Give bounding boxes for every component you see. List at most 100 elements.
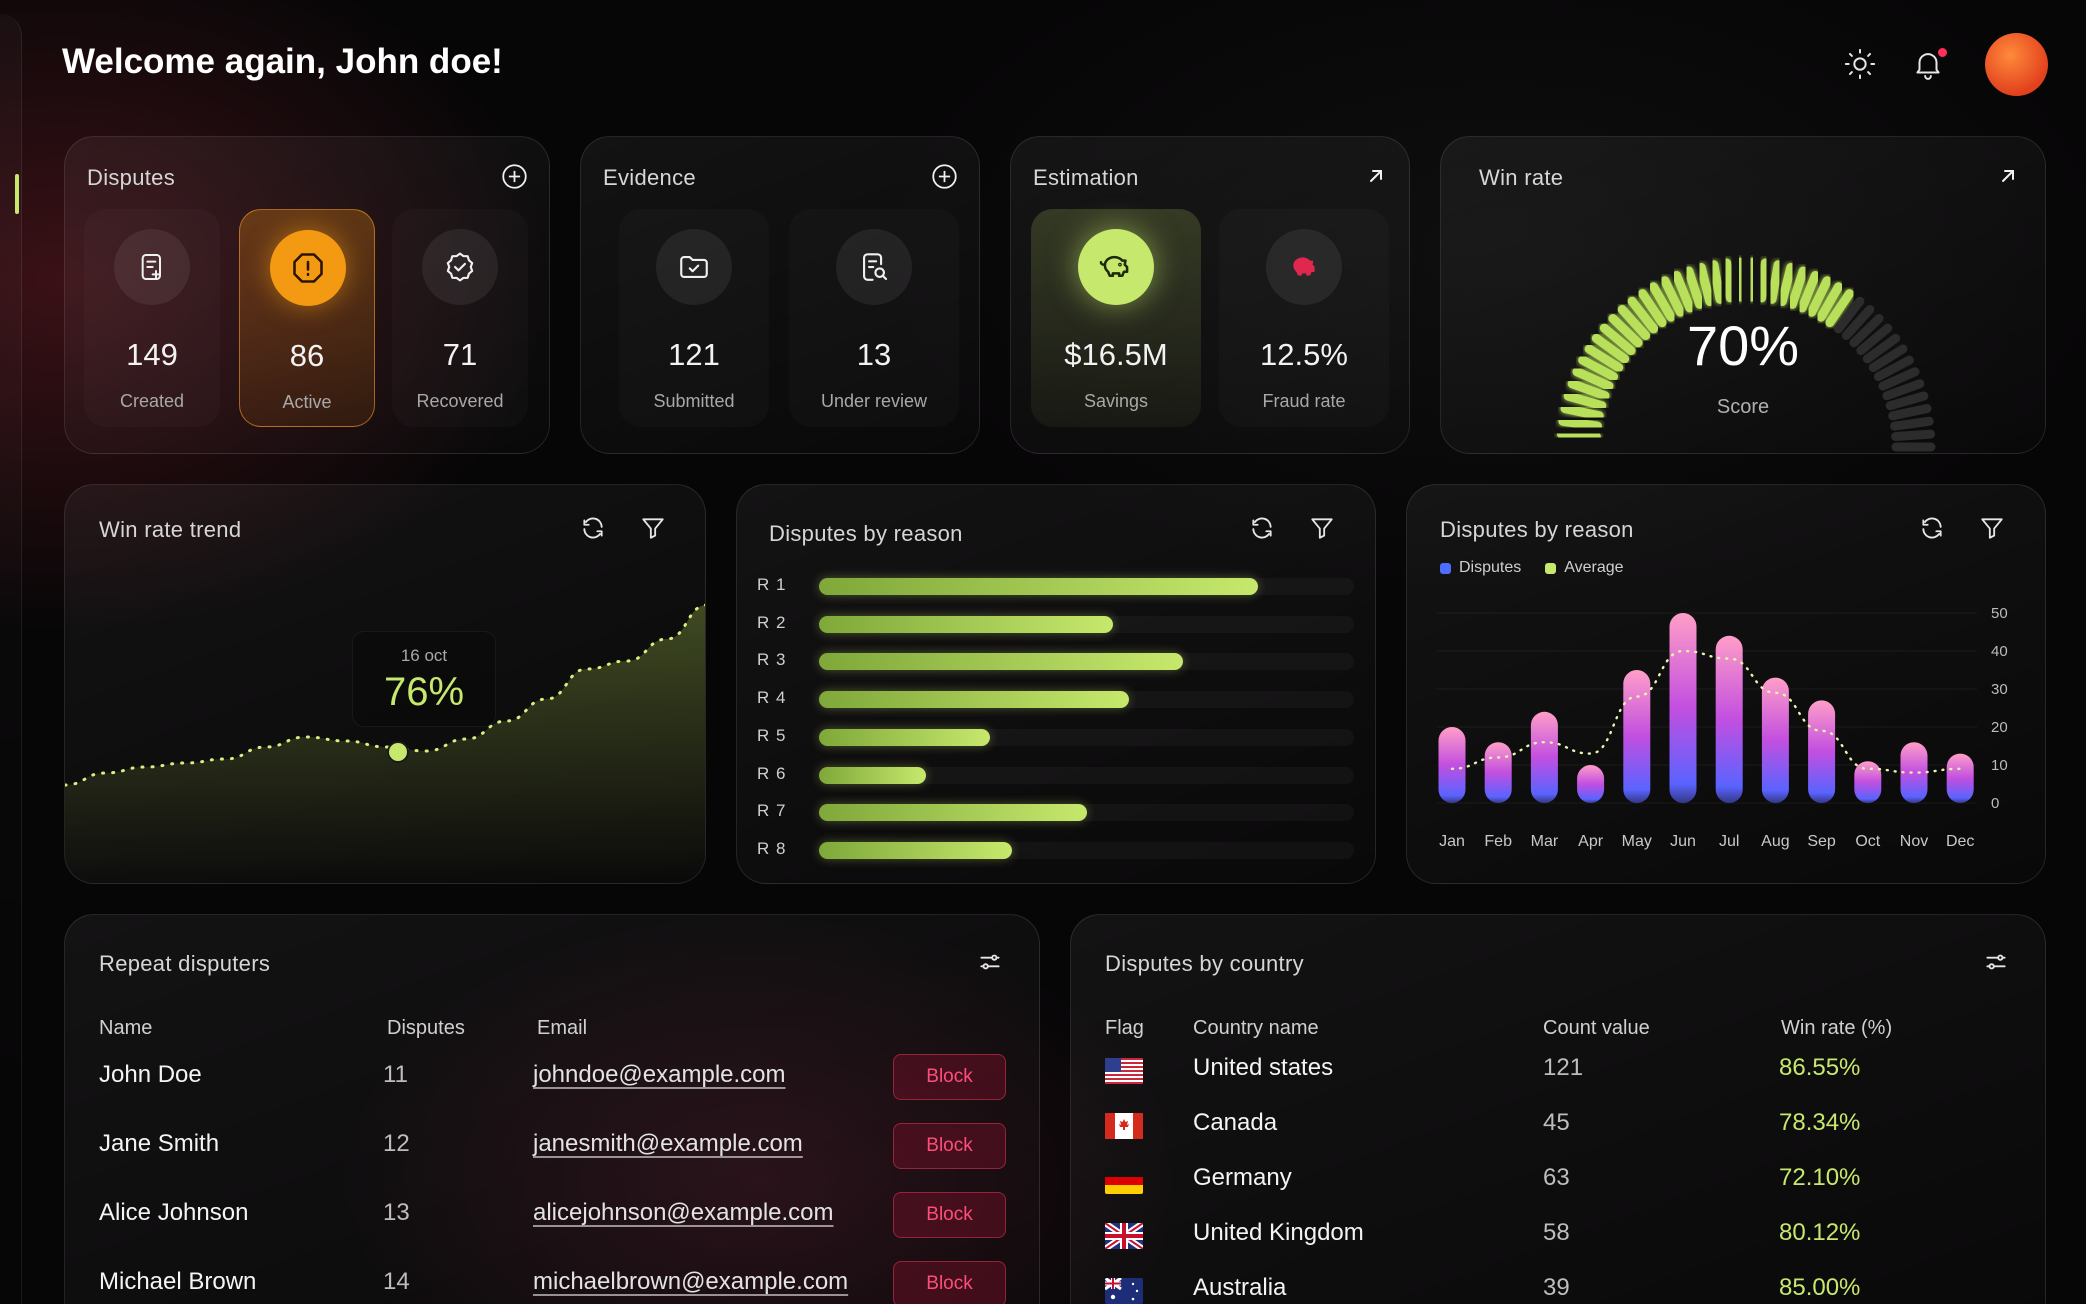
y-tick-label: 10 [1991, 757, 2008, 774]
bar[interactable] [1484, 742, 1512, 803]
filter-button[interactable] [1977, 513, 2007, 543]
savings-label: Savings [1083, 391, 1149, 411]
refresh-button[interactable] [1247, 513, 1277, 543]
estimation-open-button[interactable] [1361, 161, 1391, 191]
gauge-segment [1649, 282, 1676, 322]
bar[interactable] [1808, 700, 1836, 803]
theme-toggle-button[interactable] [1840, 44, 1880, 84]
settings-button[interactable] [1981, 947, 2011, 977]
bar[interactable] [1900, 742, 1928, 803]
win-rate-value: 70% [1686, 314, 1800, 377]
filter-icon [1311, 518, 1333, 539]
bar[interactable] [1577, 765, 1605, 803]
disputes-by-reason-card: Disputes by reason R 1 R 2 R 3 R 4 R 5 R 6 R 7… [736, 484, 1376, 884]
block-button[interactable]: Block [893, 1192, 1006, 1238]
row-country: Germany [1193, 1164, 1292, 1191]
y-tick-label: 50 [1991, 605, 2008, 622]
disputes-card: Disputes 149 Created 86 Active 71 Recove… [64, 136, 550, 454]
savings-tile[interactable]: $16.5M Savings [1031, 209, 1201, 427]
column-header-count[interactable]: Count value [1543, 1017, 1650, 1039]
recovered-value: 71 [442, 337, 478, 372]
monthly-title: Disputes by reason [1440, 517, 1634, 542]
settings-button[interactable] [975, 947, 1005, 977]
gauge-segment [1617, 305, 1651, 341]
bar[interactable] [1623, 670, 1651, 803]
gauge-segment [1841, 305, 1875, 341]
row-email-link[interactable]: alicejohnson@example.com [533, 1199, 834, 1226]
block-button[interactable]: Block [893, 1123, 1006, 1169]
bar[interactable] [819, 653, 1183, 671]
warning-octagon-icon [270, 230, 346, 306]
gauge-segment [1787, 266, 1808, 309]
x-tick-label: Mar [1531, 833, 1559, 850]
row-email-link[interactable]: johndoe@example.com [533, 1061, 786, 1088]
active-tile[interactable]: 86 Active [239, 209, 375, 427]
estimation-title: Estimation [1033, 165, 1139, 190]
filter-icon [642, 518, 664, 539]
created-value: 149 [126, 337, 178, 372]
row-count: 45 [1543, 1109, 1570, 1136]
bar[interactable] [1761, 677, 1789, 803]
bar[interactable] [1715, 635, 1743, 803]
gauge-segment [1862, 333, 1901, 364]
win-rate-gauge [1556, 257, 1936, 452]
gauge-segment [1563, 391, 1607, 411]
add-dispute-button[interactable] [499, 161, 529, 191]
row-name: Alice Johnson [99, 1199, 249, 1226]
row-disputes: 14 [383, 1268, 410, 1295]
gauge-segment [1757, 258, 1770, 303]
notifications-button[interactable] [1908, 44, 1948, 84]
notification-badge [1936, 46, 1949, 59]
row-win-rate: 72.10% [1779, 1164, 1861, 1191]
gauge-segment [1890, 416, 1934, 431]
gauge-segment [1735, 257, 1746, 302]
filter-button[interactable] [638, 513, 668, 543]
trend-highlight-point[interactable] [387, 741, 409, 763]
bar[interactable] [819, 615, 1114, 633]
add-evidence-button[interactable] [929, 161, 959, 191]
x-tick-label: May [1622, 833, 1652, 850]
sidebar-rail[interactable] [0, 14, 22, 1304]
bar[interactable] [819, 804, 1087, 822]
bar[interactable] [1530, 711, 1558, 803]
gauge-segment [1572, 367, 1614, 391]
bar[interactable] [1669, 613, 1697, 803]
refresh-button[interactable] [578, 513, 608, 543]
gauge-segment [1885, 391, 1929, 411]
row-email-link[interactable]: michaelbrown@example.com [533, 1268, 849, 1295]
active-value: 86 [289, 338, 325, 373]
bar[interactable] [819, 841, 1012, 859]
block-button[interactable]: Block [893, 1054, 1006, 1100]
uk-flag-icon [1105, 1223, 1143, 1249]
row-email-link[interactable]: janesmith@example.com [533, 1130, 803, 1157]
bar[interactable] [1946, 753, 1974, 803]
bar[interactable] [819, 578, 1258, 595]
win-rate-open-button[interactable] [1993, 161, 2023, 191]
gauge-segment [1660, 276, 1685, 317]
bar[interactable] [1438, 727, 1466, 803]
column-header-name[interactable]: Name [99, 1017, 153, 1039]
avatar[interactable] [1985, 33, 2048, 96]
bar[interactable] [819, 728, 991, 746]
submitted-tile[interactable]: 121 Submitted [619, 209, 769, 427]
column-header-email[interactable]: Email [537, 1017, 588, 1039]
verified-badge-icon [422, 229, 498, 305]
us-flag-icon [1105, 1058, 1143, 1084]
refresh-icon [1252, 517, 1272, 539]
filter-button[interactable] [1307, 513, 1337, 543]
column-header-win-rate[interactable]: Win rate (%) [1781, 1017, 1893, 1039]
recovered-tile[interactable]: 71 Recovered [392, 209, 528, 427]
bar[interactable] [819, 691, 1130, 709]
bar[interactable] [819, 766, 926, 784]
column-header-country[interactable]: Country name [1193, 1017, 1319, 1039]
created-tile[interactable]: 149 Created [84, 209, 220, 427]
sliders-icon [1986, 954, 2006, 970]
refresh-button[interactable] [1917, 513, 1947, 543]
bar[interactable] [1854, 761, 1882, 803]
block-button[interactable]: Block [893, 1261, 1006, 1304]
fraud-rate-tile[interactable]: 12.5% Fraud rate [1219, 209, 1389, 427]
gauge-segment [1584, 344, 1624, 373]
under-review-tile[interactable]: 13 Under review [789, 209, 959, 427]
column-header-disputes[interactable]: Disputes [387, 1017, 465, 1039]
column-header-flag[interactable]: Flag [1105, 1017, 1144, 1039]
